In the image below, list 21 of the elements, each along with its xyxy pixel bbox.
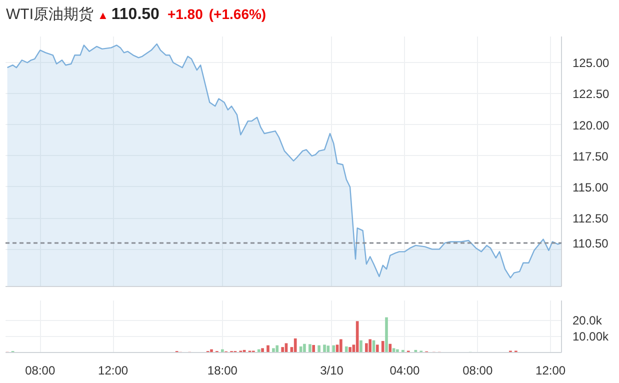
text: 110.50 [111,6,160,23]
x-tick-label: 04:00 [390,364,420,378]
x-tick-label: 3/10 [320,364,344,378]
text: +1.80 [167,6,203,22]
x-tick-label: 08:00 [25,364,56,378]
y-tick-label: 125.00 [572,56,610,70]
y-tick-label: 115.00 [572,180,609,194]
chart-title: WTI原油期货 [6,6,94,23]
y-tick-label: 20.0k [572,314,603,328]
x-tick-label: 12:00 [98,364,128,378]
y-tick-label: 117.50 [572,149,609,164]
x-tick-label: 12:00 [536,364,566,378]
text: (+1.66%) [208,6,266,22]
x-tick-label: 18:00 [207,364,238,378]
x-tick-label: 08:00 [462,364,493,378]
y-tick-label: 122.50 [572,87,610,102]
text: ▲ [98,10,108,22]
y-tick-label: 112.50 [572,212,609,226]
y-tick-label: 120.00 [572,118,610,132]
y-tick-label: 10.00k [572,330,610,344]
ref-line-label: 110.50 [572,236,609,250]
